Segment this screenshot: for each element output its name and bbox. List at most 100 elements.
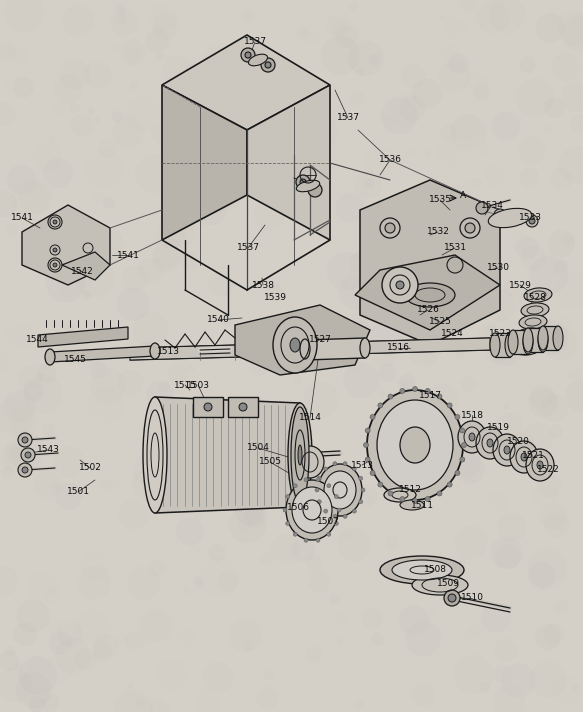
Ellipse shape — [490, 333, 500, 357]
Circle shape — [361, 488, 365, 492]
Ellipse shape — [493, 434, 521, 466]
Ellipse shape — [400, 427, 430, 463]
Text: 1510: 1510 — [461, 594, 483, 602]
Text: 1545: 1545 — [64, 355, 86, 365]
Circle shape — [455, 471, 460, 476]
Circle shape — [400, 389, 405, 394]
Circle shape — [370, 414, 375, 419]
Circle shape — [529, 218, 535, 224]
Circle shape — [22, 467, 28, 473]
Text: 1530: 1530 — [486, 263, 510, 273]
Circle shape — [425, 496, 430, 501]
Ellipse shape — [538, 326, 548, 350]
Text: 1527: 1527 — [308, 335, 332, 345]
Polygon shape — [155, 397, 300, 513]
Ellipse shape — [538, 328, 548, 352]
Polygon shape — [528, 328, 543, 352]
Circle shape — [22, 437, 28, 443]
Circle shape — [317, 476, 321, 481]
Circle shape — [515, 215, 521, 221]
Text: 1517: 1517 — [419, 390, 441, 399]
Circle shape — [18, 463, 32, 477]
Text: 1544: 1544 — [26, 335, 48, 345]
Text: 1524: 1524 — [441, 328, 463, 337]
Text: 1529: 1529 — [508, 281, 532, 290]
Text: 1523: 1523 — [489, 328, 511, 337]
Ellipse shape — [523, 330, 533, 354]
Text: 1504: 1504 — [247, 444, 269, 453]
Circle shape — [448, 594, 456, 602]
Circle shape — [265, 62, 271, 68]
Text: 1516: 1516 — [387, 343, 409, 352]
Text: 1513: 1513 — [156, 347, 180, 357]
Text: 1543: 1543 — [37, 446, 59, 454]
Text: 1514: 1514 — [298, 414, 321, 422]
Ellipse shape — [292, 487, 332, 533]
Circle shape — [296, 175, 310, 189]
Text: 1537: 1537 — [336, 113, 360, 122]
Circle shape — [526, 215, 538, 227]
Text: 1539: 1539 — [264, 293, 286, 303]
Ellipse shape — [516, 328, 544, 342]
Text: 1508: 1508 — [423, 565, 447, 575]
Circle shape — [324, 509, 328, 513]
Ellipse shape — [318, 464, 362, 516]
Circle shape — [204, 403, 212, 411]
Ellipse shape — [384, 488, 416, 502]
Circle shape — [327, 483, 331, 488]
Text: 1534: 1534 — [480, 201, 504, 209]
Circle shape — [286, 521, 290, 525]
Ellipse shape — [45, 349, 55, 365]
Text: A: A — [460, 192, 466, 201]
Ellipse shape — [510, 441, 538, 473]
Circle shape — [245, 52, 251, 58]
Ellipse shape — [273, 317, 317, 373]
Ellipse shape — [324, 471, 356, 509]
Text: 1518: 1518 — [461, 411, 483, 419]
Text: 1513: 1513 — [350, 461, 374, 469]
Circle shape — [465, 223, 475, 233]
Ellipse shape — [476, 427, 504, 459]
Circle shape — [343, 461, 347, 466]
Ellipse shape — [521, 303, 549, 317]
Ellipse shape — [505, 333, 515, 357]
Text: 1540: 1540 — [206, 315, 230, 325]
Text: 1532: 1532 — [427, 228, 449, 236]
Text: 1526: 1526 — [417, 305, 440, 315]
Text: 1541: 1541 — [10, 214, 33, 222]
Text: 1537: 1537 — [237, 244, 259, 253]
Ellipse shape — [458, 421, 486, 453]
Text: 1520: 1520 — [507, 437, 529, 446]
Circle shape — [317, 500, 321, 503]
Text: 1505: 1505 — [258, 458, 282, 466]
Ellipse shape — [469, 433, 475, 441]
Circle shape — [497, 212, 503, 218]
Ellipse shape — [508, 330, 518, 354]
Circle shape — [333, 514, 337, 518]
Text: 1512: 1512 — [399, 486, 422, 495]
Circle shape — [413, 387, 417, 392]
Circle shape — [437, 491, 442, 496]
Circle shape — [316, 538, 320, 543]
Ellipse shape — [504, 446, 510, 454]
Polygon shape — [513, 330, 528, 354]
Circle shape — [304, 538, 308, 543]
Circle shape — [352, 509, 356, 513]
Ellipse shape — [296, 446, 324, 478]
Polygon shape — [162, 35, 330, 130]
Circle shape — [21, 448, 35, 462]
Ellipse shape — [523, 328, 533, 352]
Text: 1531: 1531 — [444, 244, 466, 253]
Circle shape — [382, 267, 418, 303]
Circle shape — [476, 202, 488, 214]
Text: 1522: 1522 — [536, 466, 559, 474]
Ellipse shape — [291, 407, 309, 503]
Circle shape — [334, 521, 338, 525]
Ellipse shape — [489, 209, 532, 228]
Text: 1501: 1501 — [66, 488, 90, 496]
Ellipse shape — [377, 400, 453, 490]
Circle shape — [378, 482, 383, 487]
Polygon shape — [162, 85, 247, 240]
Circle shape — [447, 482, 452, 487]
Text: 1538: 1538 — [251, 281, 275, 290]
